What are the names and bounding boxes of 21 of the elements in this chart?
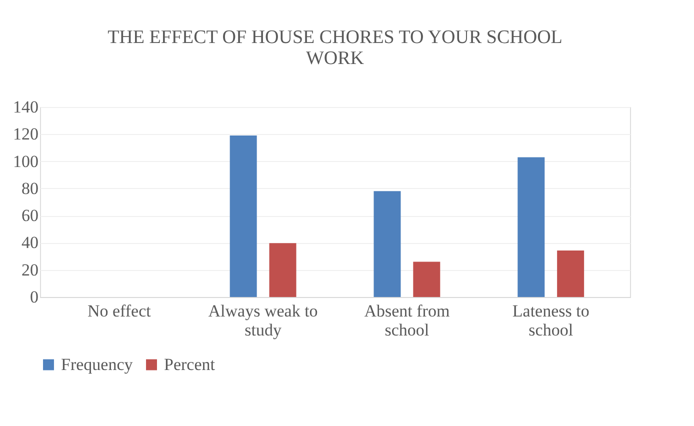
x-tick-label: Lateness to school <box>512 302 590 340</box>
bar <box>230 136 257 297</box>
y-tick-label: 60 <box>22 206 38 226</box>
chart-title: THE EFFECT OF HOUSE CHORES TO YOUR SCHOOL WORK <box>108 27 562 69</box>
y-tick-label: 40 <box>22 233 38 252</box>
legend-label: Frequency <box>61 354 134 374</box>
bar <box>269 243 296 297</box>
bar <box>557 250 584 297</box>
bar <box>413 262 440 297</box>
y-tick-label: 0 <box>30 288 38 306</box>
y-tick-label: 120 <box>13 124 38 144</box>
legend-label: Percent <box>164 354 216 374</box>
y-tick-label: 140 <box>13 98 38 116</box>
bar <box>374 191 401 297</box>
y-tick-label: 100 <box>13 152 38 171</box>
y-tick-label: 20 <box>22 260 38 280</box>
y-tick-label: 80 <box>22 178 38 198</box>
x-tick-label: Always weak to study <box>208 302 318 340</box>
x-tick-label: Absent from school <box>364 302 450 340</box>
bar <box>518 157 545 297</box>
x-tick-label: No effect <box>87 302 152 320</box>
